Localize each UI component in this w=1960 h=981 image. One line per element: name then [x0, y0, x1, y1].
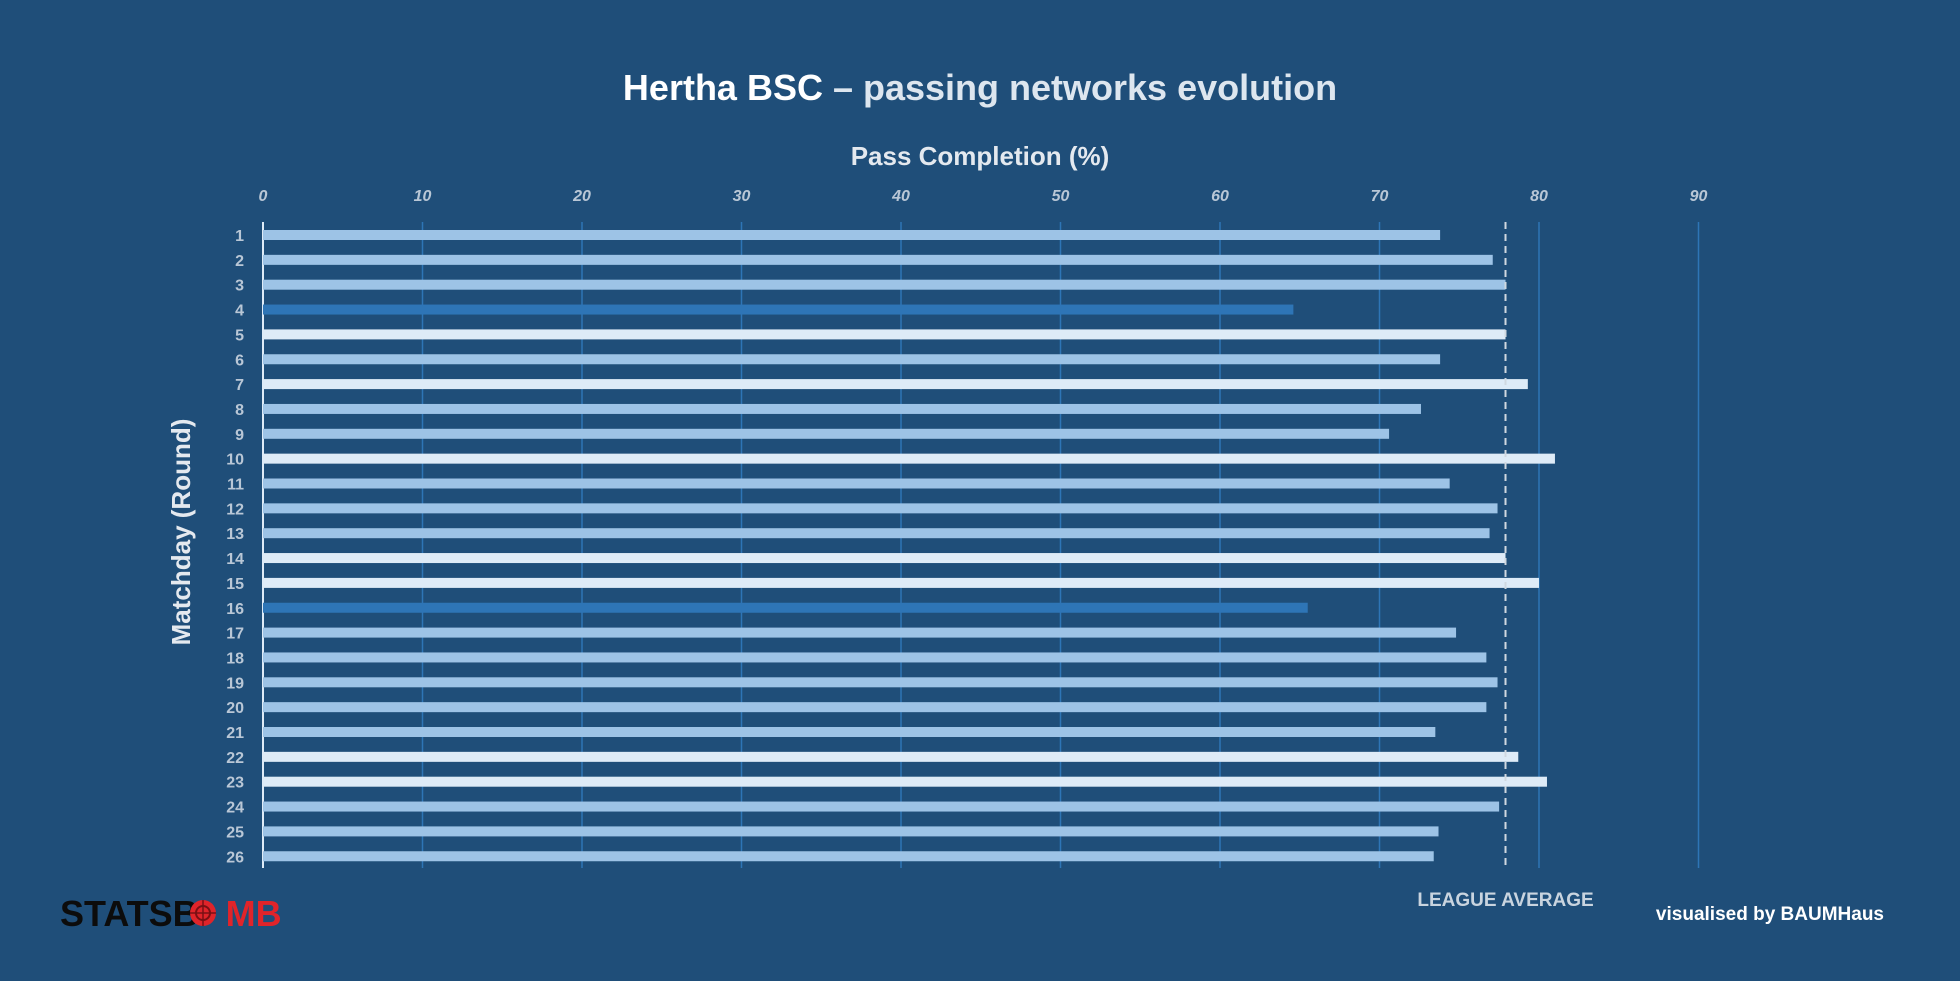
- bar-matchday-15: [263, 577, 1539, 588]
- y-tick-label-11: 11: [227, 477, 244, 494]
- y-tick-label-5: 5: [235, 327, 244, 344]
- bar-matchday-17: [263, 627, 1457, 638]
- bar-matchday-10: [263, 453, 1555, 464]
- bar-matchday-6: [263, 354, 1441, 365]
- bar-matchday-12: [263, 503, 1498, 514]
- bars: [263, 230, 1555, 862]
- y-tick-label-12: 12: [226, 501, 244, 518]
- chart-title-rest: – passing networks evolution: [823, 67, 1337, 108]
- bar-matchday-14: [263, 553, 1506, 564]
- bar-matchday-19: [263, 677, 1498, 688]
- bar-matchday-18: [263, 652, 1487, 663]
- chart-title: Hertha BSC – passing networks evolution: [623, 67, 1337, 108]
- y-tick-label-3: 3: [235, 278, 244, 295]
- bar-matchday-16: [263, 602, 1308, 613]
- bar-matchday-11: [263, 478, 1450, 489]
- statsbomb-logo-text: STATSB MB: [60, 893, 282, 934]
- bar-matchday-9: [263, 428, 1390, 439]
- bar-matchday-5: [263, 329, 1506, 340]
- y-tick-label-8: 8: [235, 402, 244, 419]
- y-tick-label-23: 23: [226, 775, 244, 792]
- credit-text: visualised by BAUMHaus: [1656, 904, 1884, 925]
- y-tick-label-14: 14: [226, 551, 244, 568]
- x-axis-title: Pass Completion (%): [851, 141, 1110, 171]
- y-tick-label-4: 4: [235, 303, 244, 320]
- x-tick-label-20: 20: [572, 188, 591, 205]
- grid-lines: [262, 222, 1700, 868]
- y-tick-label-25: 25: [226, 824, 244, 841]
- x-tick-label-50: 50: [1052, 188, 1070, 205]
- y-axis-title: Matchday (Round): [166, 419, 196, 646]
- y-tick-label-22: 22: [226, 750, 244, 767]
- league-average-label: LEAGUE AVERAGE: [1417, 890, 1593, 911]
- bomb-icon: [190, 900, 216, 926]
- bar-matchday-20: [263, 702, 1487, 713]
- bar-matchday-3: [263, 279, 1506, 290]
- bar-matchday-7: [263, 379, 1528, 390]
- y-tick-label-1: 1: [235, 228, 244, 245]
- x-tick-label-10: 10: [414, 188, 432, 205]
- y-tick-label-16: 16: [226, 601, 244, 618]
- y-tick-label-2: 2: [235, 253, 244, 270]
- x-tick-label-40: 40: [891, 188, 910, 205]
- bar-matchday-22: [263, 751, 1519, 762]
- logo-text-red: MB: [226, 893, 282, 934]
- bar-matchday-4: [263, 304, 1294, 315]
- bar-matchday-23: [263, 776, 1547, 787]
- statsbomb-logo: STATSB MB: [60, 893, 282, 934]
- bar-matchday-13: [263, 528, 1490, 539]
- y-tick-labels: 1234567891011121314151617181920212223242…: [226, 228, 244, 866]
- y-tick-label-15: 15: [226, 576, 244, 593]
- y-tick-label-13: 13: [226, 526, 244, 543]
- bar-matchday-2: [263, 254, 1493, 265]
- x-tick-label-70: 70: [1371, 188, 1389, 205]
- y-tick-label-7: 7: [235, 377, 244, 394]
- y-tick-label-6: 6: [235, 352, 244, 369]
- logo-text-dark: STATSB: [60, 893, 199, 934]
- y-tick-label-24: 24: [226, 800, 244, 817]
- y-tick-label-20: 20: [226, 700, 244, 717]
- y-tick-label-9: 9: [235, 427, 244, 444]
- bar-matchday-21: [263, 727, 1436, 737]
- x-tick-labels: 0 10 20 30 40 50 60 70 80 90: [259, 188, 1708, 205]
- y-tick-label-19: 19: [226, 675, 244, 692]
- bar-matchday-1: [263, 230, 1441, 240]
- bar-matchday-8: [263, 403, 1421, 414]
- y-tick-label-18: 18: [226, 650, 244, 667]
- y-tick-label-10: 10: [226, 452, 244, 469]
- bar-matchday-25: [263, 826, 1439, 837]
- x-tick-label-90: 90: [1690, 188, 1708, 205]
- bar-matchday-26: [263, 851, 1434, 862]
- y-tick-label-17: 17: [226, 626, 244, 643]
- chart-title-team: Hertha BSC: [623, 67, 823, 108]
- x-tick-label-80: 80: [1530, 188, 1548, 205]
- x-tick-label-60: 60: [1211, 188, 1229, 205]
- x-tick-label-30: 30: [733, 188, 751, 205]
- y-tick-label-26: 26: [226, 849, 244, 866]
- y-tick-label-21: 21: [226, 725, 244, 742]
- bar-matchday-24: [263, 801, 1500, 812]
- x-tick-label-0: 0: [259, 188, 268, 205]
